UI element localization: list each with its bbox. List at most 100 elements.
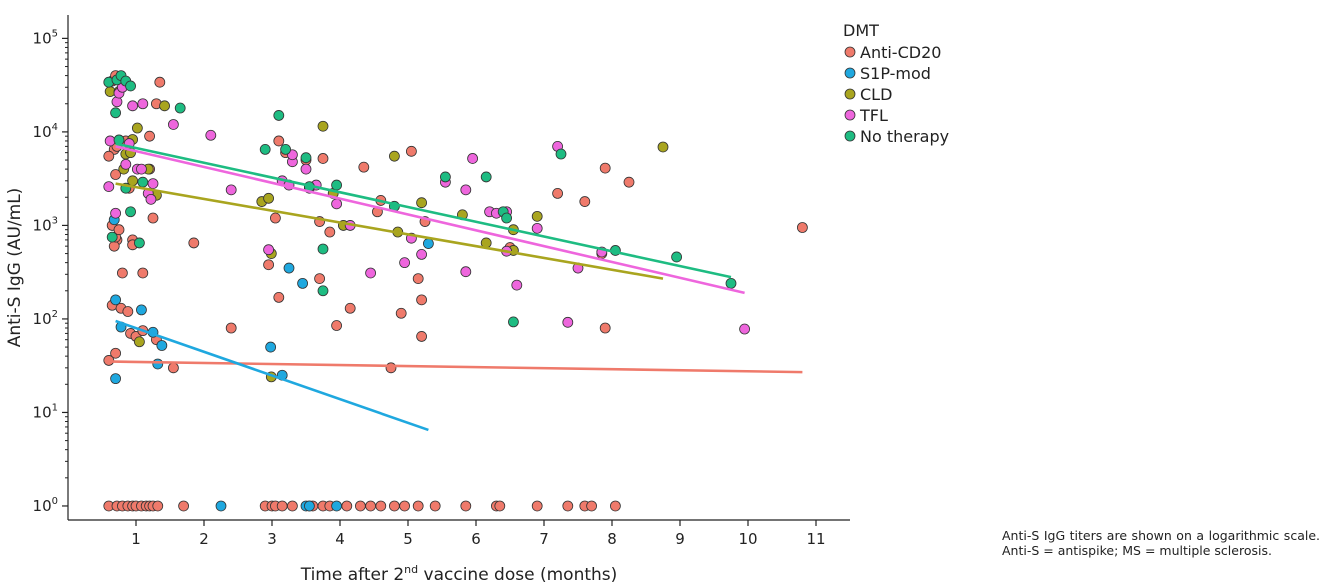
point-cld [531,210,543,222]
point-no-therapy [137,176,149,188]
point-no-therapy [671,251,682,263]
point-anti-cd20 [552,187,563,199]
point-anti-cd20 [494,500,506,512]
y-tick-label: 105 [33,28,58,47]
point-cld [133,336,145,348]
y-tick-label: 102 [33,309,58,328]
x-tick-label: 4 [335,530,345,548]
point-anti-cd20 [178,500,190,512]
point-s1p-mod [110,294,121,306]
point-anti-cd20 [416,331,428,342]
point-tfl [120,158,132,170]
point-no-therapy [125,206,136,218]
point-cld [657,141,669,153]
point-anti-cd20 [405,145,417,157]
x-axis-ticks: 1 2 3 4 5 6 7 8 9 10 11 [131,520,826,548]
point-anti-cd20 [273,135,285,147]
point-anti-cd20 [797,222,808,233]
y-tick-label: 103 [33,215,58,234]
point-anti-cd20 [365,500,377,512]
point-anti-cd20 [113,224,125,236]
point-anti-cd20 [358,161,370,173]
point-tfl [103,181,115,193]
point-no-therapy [331,179,343,191]
y-tick-label: 101 [33,402,58,421]
point-tfl [416,248,428,260]
point-anti-cd20 [167,362,179,374]
point-s1p-mod [110,373,121,385]
point-anti-cd20 [314,273,326,284]
point-anti-cd20 [108,240,120,252]
point-tfl [137,98,149,110]
point-no-therapy [106,231,118,243]
point-anti-cd20 [599,162,611,174]
point-anti-cd20 [531,500,543,512]
point-anti-cd20 [460,500,472,512]
x-tick-label: 3 [267,530,277,548]
point-tfl [147,178,159,189]
legend-marker-anti-cd20 [844,46,856,58]
point-anti-cd20 [623,176,635,188]
trend-line-tfl [115,145,745,295]
point-tfl [110,207,121,219]
point-tfl [167,119,179,130]
point-no-therapy [300,152,312,164]
point-anti-cd20 [324,226,336,238]
point-no-therapy [508,316,519,328]
x-tick-label: 1 [131,530,141,548]
point-no-therapy [133,237,145,249]
point-anti-cd20 [579,196,591,207]
point-tfl [331,198,343,210]
point-s1p-mod [152,358,164,370]
point-tfl [300,163,312,175]
trend-line-cld [115,182,664,280]
point-no-therapy [317,243,329,255]
point-anti-cd20 [610,500,621,512]
x-tick-label: 6 [471,530,481,548]
point-s1p-mod [422,238,434,249]
point-anti-cd20 [137,267,149,279]
point-anti-cd20 [412,273,424,284]
point-anti-cd20 [154,76,166,88]
point-anti-cd20 [586,500,597,512]
point-tfl [460,266,472,278]
point-tfl [136,163,147,175]
x-tick-label: 2 [199,530,209,548]
point-cld [317,120,329,132]
point-anti-cd20 [144,130,156,142]
point-no-therapy [480,171,492,183]
point-no-therapy [439,171,451,183]
point-anti-cd20 [110,169,121,180]
point-tfl [562,316,574,328]
x-tick-label: 7 [539,530,549,548]
x-tick-label: 8 [607,530,617,548]
point-anti-cd20 [269,212,281,224]
point-cld [159,100,170,112]
x-tick-label: 9 [675,530,685,548]
point-anti-cd20 [429,500,441,512]
point-s1p-mod [156,340,168,351]
point-tfl [263,244,275,256]
point-s1p-mod [265,341,277,353]
legend-label-tfl: TFL [859,106,888,125]
point-anti-cd20 [103,150,115,162]
legend-items: Anti-CD20 S1P-mod CLD TFL No therapy [844,43,949,146]
point-cld [263,192,275,204]
point-cld [416,197,428,209]
figure-caption: Anti-S IgG titers are shown on a logarit… [1002,528,1320,558]
point-cld [388,150,400,162]
point-anti-cd20 [122,306,134,317]
legend-label-cld: CLD [860,85,892,104]
trend-lines [112,142,803,432]
point-anti-cd20 [331,320,343,331]
point-s1p-mod [297,277,309,289]
point-tfl [104,135,116,147]
point-anti-cd20 [341,500,353,512]
point-cld [131,122,143,134]
legend-marker-tfl [844,109,856,121]
point-tfl [365,267,377,279]
point-anti-cd20 [225,322,237,334]
point-no-therapy [174,102,186,114]
point-anti-cd20 [562,500,574,512]
legend-label-anti-cd20: Anti-CD20 [860,43,941,62]
